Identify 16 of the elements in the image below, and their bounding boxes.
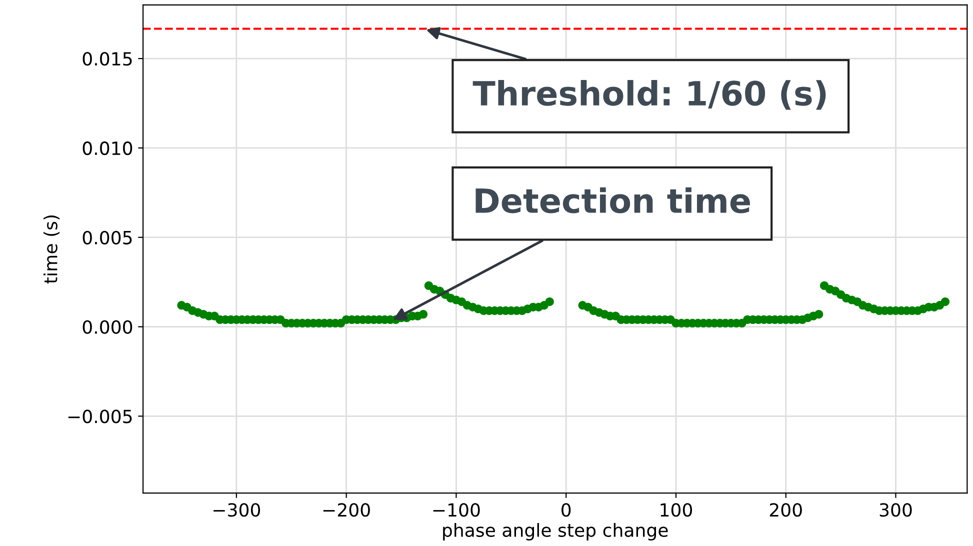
y-tick-label: 0.010 [82, 141, 132, 156]
annotation: Detection time [476, 187, 750, 214]
x-axis-title: phase angle step change [443, 523, 668, 540]
x-tick-label: 100 [660, 503, 692, 517]
y-tick-label: 0.000 [82, 320, 132, 334]
y-tick-label: 0.005 [82, 230, 132, 244]
x-tick-label: −200 [323, 503, 370, 517]
y-axis-title: time (s) [43, 216, 60, 284]
y-tick-label: −0.005 [68, 410, 132, 424]
x-tick-label: 300 [880, 503, 912, 517]
annotation: Threshold: 1/60 (s) [472, 80, 826, 110]
x-tick-label: −300 [214, 503, 260, 517]
x-tick-label: −100 [433, 503, 480, 517]
y-tick-label: 0.015 [82, 52, 132, 66]
x-tick-label: 0 [562, 503, 571, 517]
x-tick-label: 200 [770, 503, 802, 517]
